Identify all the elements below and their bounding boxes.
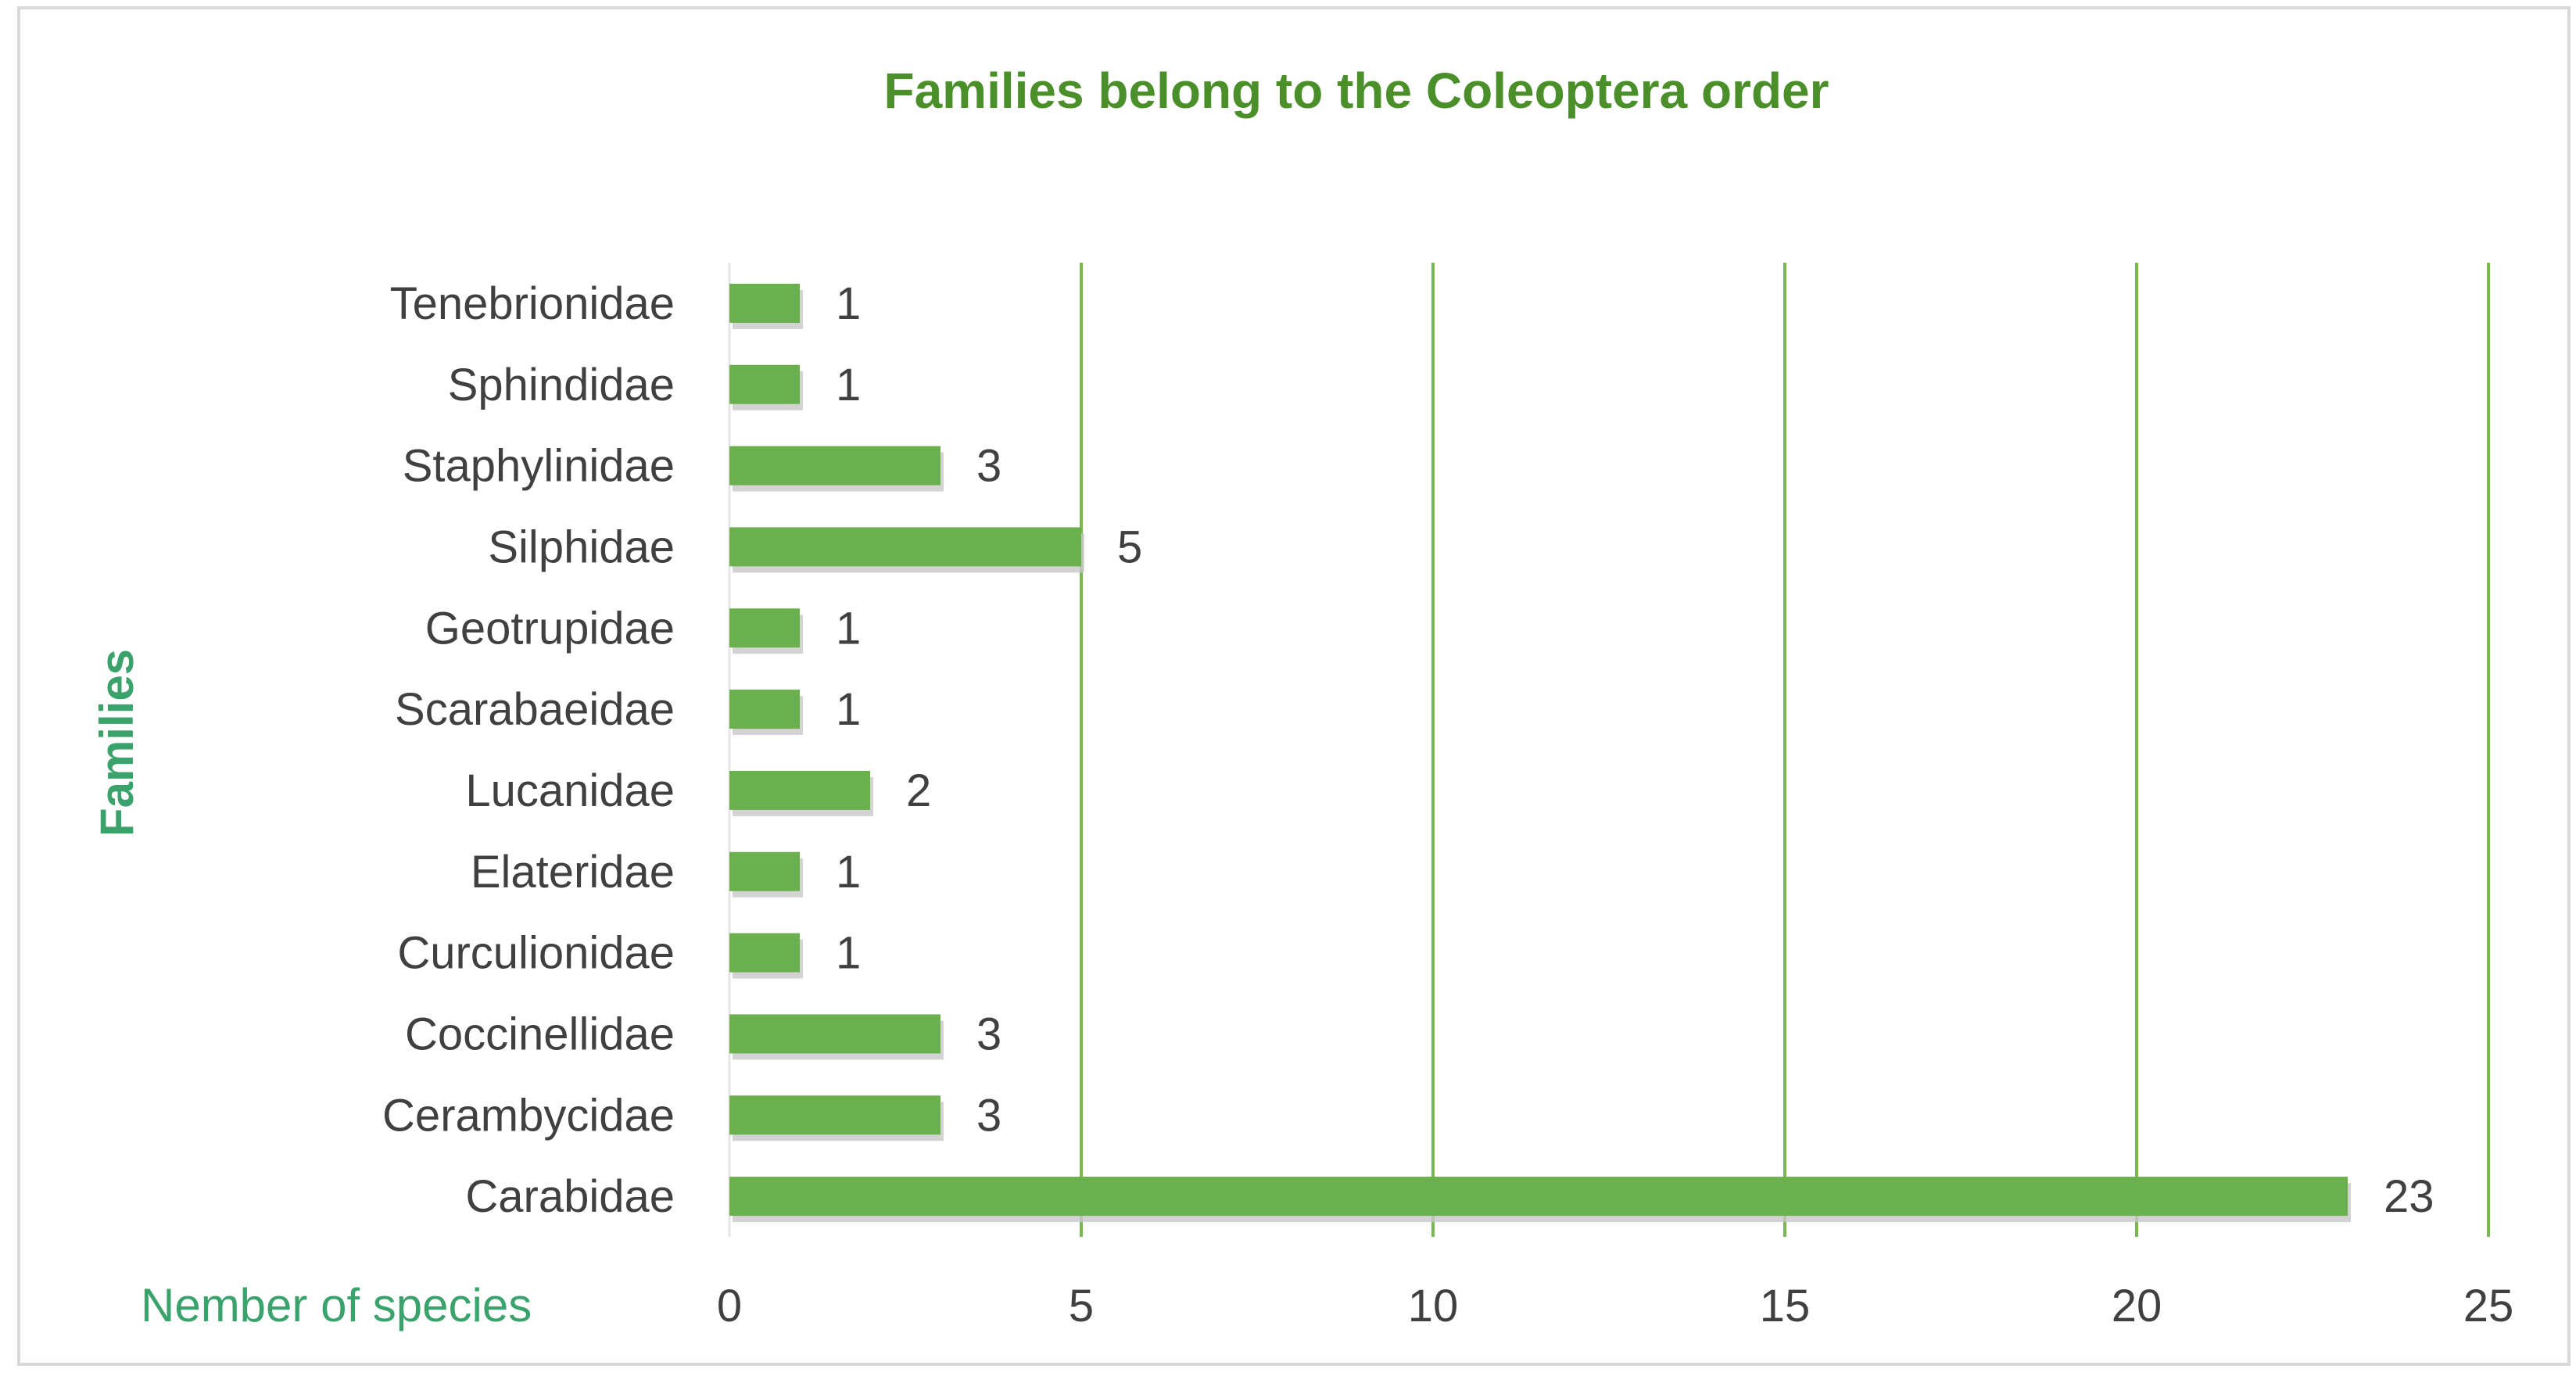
bar	[729, 690, 800, 729]
bar	[729, 1177, 2348, 1217]
category-label: Scarabaeidae	[395, 684, 675, 735]
category-label: Coccinellidae	[405, 1009, 675, 1059]
data-label: 1	[836, 278, 861, 329]
x-tick-label: 15	[1760, 1281, 1811, 1331]
category-label: Elateridae	[471, 847, 675, 898]
chart-title: Families belong to the Coleoptera order	[883, 63, 1829, 119]
bar	[729, 364, 800, 404]
category-label: Curculionidae	[397, 928, 675, 979]
category-label: Lucanidae	[465, 765, 675, 816]
bar	[729, 608, 800, 648]
data-label: 1	[836, 928, 861, 979]
category-label: Carabidae	[465, 1171, 675, 1222]
grid-lines	[728, 263, 2490, 1237]
bar	[729, 446, 940, 486]
bar	[729, 527, 1081, 567]
x-tick-label: 5	[1069, 1281, 1094, 1331]
data-label: 1	[836, 603, 861, 654]
bar	[729, 1095, 940, 1135]
x-tick-label: 0	[717, 1281, 742, 1331]
data-label: 1	[836, 360, 861, 410]
data-label: 23	[2384, 1171, 2434, 1222]
data-label: 5	[1117, 521, 1142, 572]
category-label: Sphindidae	[448, 360, 675, 410]
category-label: Tenebrionidae	[390, 278, 675, 329]
category-label: Staphylinidae	[403, 441, 675, 492]
data-label: 3	[976, 1090, 1001, 1141]
data-label: 1	[836, 684, 861, 735]
category-label: Geotrupidae	[425, 603, 675, 654]
category-label: Cerambycidae	[382, 1090, 675, 1141]
chart-border	[17, 6, 2571, 1366]
x-axis-title: Nember of species	[141, 1279, 532, 1331]
bar	[729, 851, 800, 891]
bar	[729, 770, 870, 810]
category-label: Silphidae	[488, 521, 675, 572]
bar	[729, 1014, 940, 1054]
data-label: 2	[906, 765, 931, 816]
x-tick-label: 20	[2112, 1281, 2162, 1331]
bar	[729, 283, 800, 323]
data-label: 1	[836, 847, 861, 898]
data-label: 3	[976, 441, 1001, 492]
bar	[729, 933, 800, 973]
bars	[729, 283, 2351, 1223]
data-label: 3	[976, 1009, 1001, 1059]
x-tick-label: 25	[2463, 1281, 2514, 1331]
y-axis-title: Families	[91, 649, 143, 837]
x-tick-label: 10	[1408, 1281, 1459, 1331]
